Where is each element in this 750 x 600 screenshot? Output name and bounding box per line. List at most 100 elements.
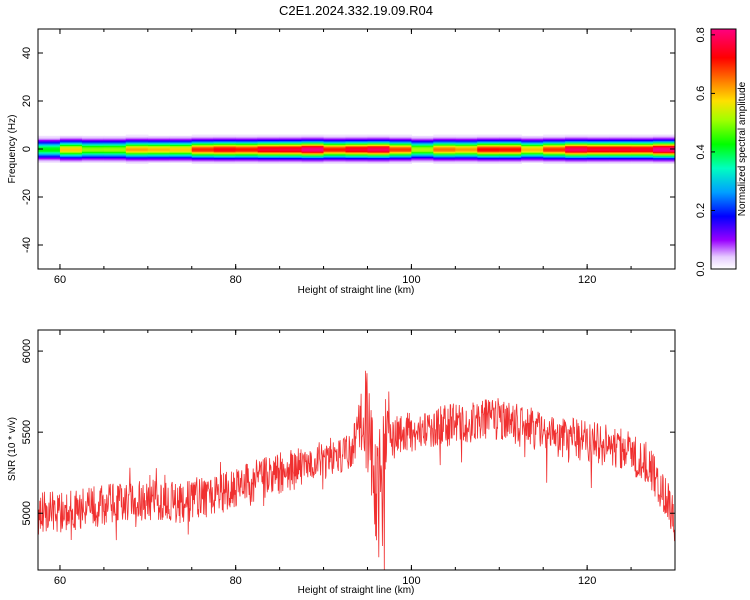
spectrogram-cell bbox=[477, 145, 500, 148]
spectrogram-cell bbox=[345, 137, 369, 139]
spectrogram-cell bbox=[235, 144, 259, 146]
spectrogram-cell bbox=[147, 157, 171, 160]
spectrogram-cell bbox=[213, 141, 237, 144]
spectrogram-cell bbox=[59, 146, 83, 149]
spectrogram-cell bbox=[257, 150, 281, 152]
spectrogram-cell bbox=[389, 146, 413, 149]
spectrogram-cell bbox=[543, 149, 566, 151]
spectrogram-cell bbox=[499, 157, 522, 160]
spectrogram-cell bbox=[433, 157, 456, 160]
spectrogram-ytick-label: 20 bbox=[21, 95, 33, 107]
spectrogram-cell bbox=[103, 157, 127, 160]
spectrogram-cell bbox=[587, 143, 610, 145]
spectrogram-cell bbox=[521, 149, 544, 151]
spectrogram-cell bbox=[631, 134, 654, 137]
spectrogram-cell bbox=[345, 159, 369, 162]
spectrogram-cell bbox=[433, 140, 456, 143]
spectrogram-cell bbox=[499, 155, 522, 157]
spectrogram-cell bbox=[565, 146, 588, 149]
spectrogram-cell bbox=[433, 144, 456, 146]
spectrogram-cell bbox=[81, 149, 105, 151]
spectrogram-cell bbox=[191, 144, 215, 146]
spectrogram-cell bbox=[301, 143, 325, 145]
spectrogram-cell bbox=[455, 162, 478, 164]
spectrogram-cell bbox=[477, 140, 500, 143]
spectrogram-cell bbox=[301, 144, 325, 146]
spectrogram-cell bbox=[367, 139, 391, 142]
spectrogram-cell bbox=[169, 157, 193, 160]
spectrogram-cell bbox=[147, 140, 171, 143]
spectrogram-cell bbox=[345, 152, 369, 155]
spectrogram-cell bbox=[301, 137, 325, 139]
spectrogram-cell bbox=[367, 161, 391, 163]
spectrogram-cell bbox=[389, 158, 413, 161]
spectrogram-cell bbox=[587, 150, 610, 152]
spectrogram-cell bbox=[411, 140, 434, 143]
spectrogram-cell bbox=[653, 144, 675, 146]
spectrogram-cell bbox=[147, 156, 171, 158]
spectrogram-cell bbox=[235, 161, 259, 163]
spectrogram-cell bbox=[609, 138, 632, 140]
spectrogram-xtick-label: 100 bbox=[402, 274, 420, 286]
spectrogram-cell bbox=[653, 138, 675, 140]
spectrogram-cell bbox=[345, 161, 369, 163]
spectrogram-cell bbox=[565, 139, 588, 142]
spectrogram-cell bbox=[235, 153, 259, 156]
spectrogram-cell bbox=[609, 153, 632, 156]
spectrogram-cell bbox=[169, 151, 193, 154]
spectrogram-cell bbox=[169, 161, 193, 163]
spectrogram-cell bbox=[499, 152, 522, 155]
spectrogram-cell bbox=[81, 141, 105, 144]
spectrogram-cell bbox=[543, 144, 566, 146]
spectrogram-cell bbox=[477, 141, 500, 144]
spectrogram-cell bbox=[279, 137, 303, 139]
spectrogram-cell bbox=[499, 144, 522, 146]
spectrogram-cell bbox=[521, 139, 544, 142]
spectrogram-cell bbox=[125, 162, 149, 164]
spectrogram-cell bbox=[103, 149, 127, 151]
spectrogram-cell bbox=[499, 143, 522, 145]
spectrogram-cell bbox=[631, 153, 654, 156]
spectrogram-cell bbox=[191, 138, 215, 140]
spectrogram-cell bbox=[565, 162, 588, 164]
spectrogram-cell bbox=[433, 158, 456, 161]
spectrogram-cell bbox=[411, 155, 434, 157]
spectrogram-cell bbox=[389, 155, 413, 157]
spectrogram-cell bbox=[455, 140, 478, 143]
spectrogram-cell bbox=[169, 141, 193, 144]
spectrogram-cell bbox=[323, 141, 347, 144]
spectrogram-cell bbox=[499, 145, 522, 148]
spectrogram-cell bbox=[235, 141, 259, 144]
spectrogram-cell bbox=[169, 144, 193, 146]
spectrogram-cell bbox=[653, 143, 675, 145]
spectrogram-cell bbox=[411, 161, 434, 163]
spectrogram-cell bbox=[257, 162, 281, 164]
spectrogram-cell bbox=[367, 162, 391, 164]
spectrogram-cell bbox=[279, 157, 303, 160]
spectrogram-cell bbox=[389, 143, 413, 145]
spectrogram-cell bbox=[103, 135, 127, 138]
spectrogram-cell bbox=[565, 145, 588, 148]
spectrogram-cell bbox=[631, 135, 654, 138]
spectrogram-cell bbox=[455, 156, 478, 158]
spectrogram-cell bbox=[565, 150, 588, 152]
spectrogram-cell bbox=[587, 146, 610, 149]
spectrogram-cell bbox=[411, 135, 434, 138]
spectrogram-panel: 60 80 100 120 -40 -20 0 20 40 Height of straight… bbox=[7, 28, 676, 296]
spectrogram-cell bbox=[125, 152, 149, 155]
colorbar-tick-label: 0.4 bbox=[695, 144, 707, 159]
spectrogram-cell bbox=[213, 149, 237, 151]
snr-frame bbox=[37, 329, 676, 571]
spectrogram-cell bbox=[59, 147, 83, 150]
spectrogram-cell bbox=[455, 147, 478, 150]
spectrogram-cell bbox=[125, 134, 149, 137]
spectrogram-cell bbox=[235, 138, 259, 140]
spectrogram-cell bbox=[38, 144, 61, 146]
spectrogram-cell bbox=[609, 151, 632, 154]
spectrogram-cell bbox=[367, 153, 391, 156]
spectrogram-cell bbox=[59, 150, 83, 152]
spectrogram-cell bbox=[631, 155, 654, 157]
spectrogram-cell bbox=[345, 162, 369, 164]
snr-ytick-label: 6000 bbox=[21, 339, 33, 363]
spectrogram-cell bbox=[367, 138, 391, 140]
